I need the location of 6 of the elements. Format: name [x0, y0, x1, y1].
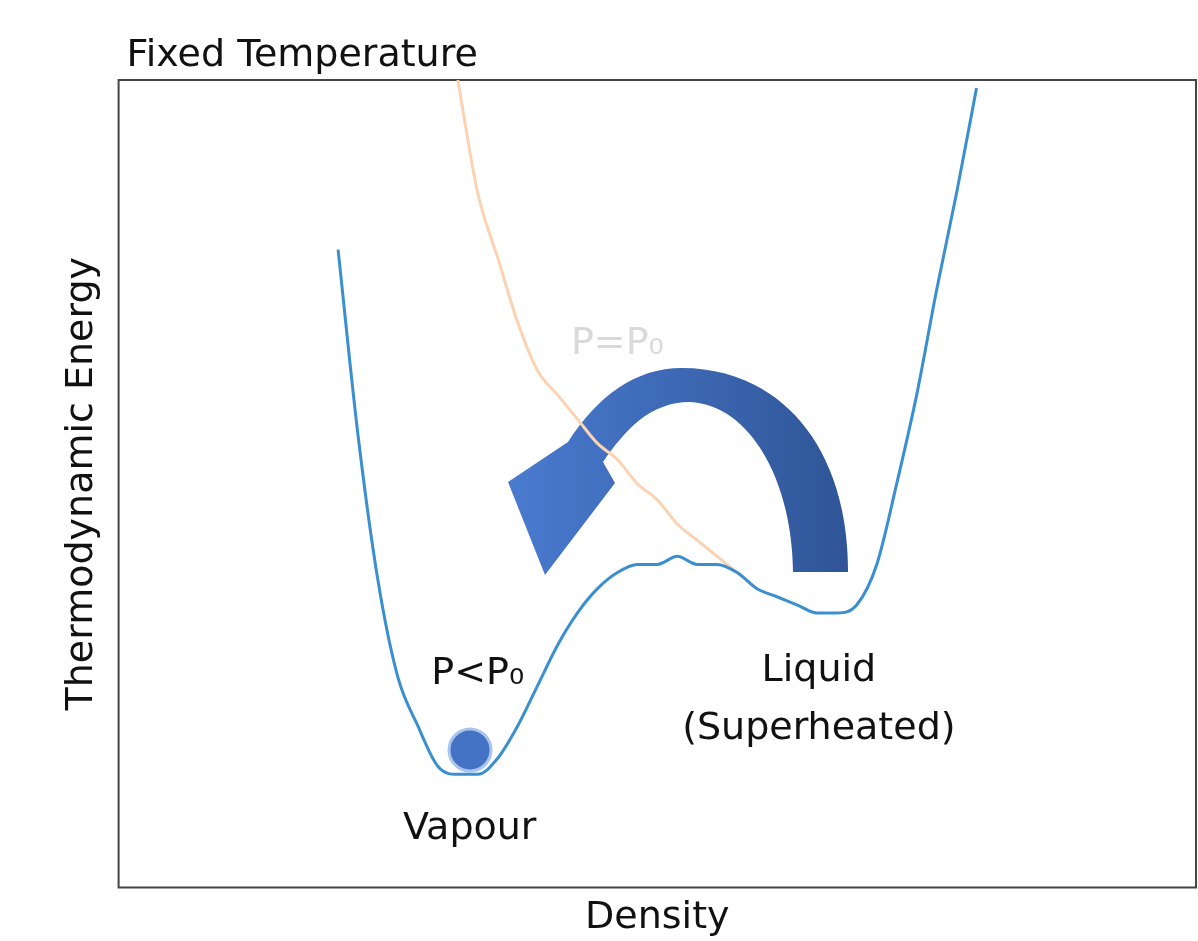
x-axis-title: Density: [585, 893, 730, 938]
y-axis-title: Thermodynamic Energy: [56, 256, 101, 712]
chart-title: Fixed Temperature: [126, 31, 478, 75]
annotation: Liquid (Superheated): [682, 645, 956, 748]
annotation: Vapour: [403, 804, 537, 849]
series-label: P<P₀: [431, 649, 525, 694]
